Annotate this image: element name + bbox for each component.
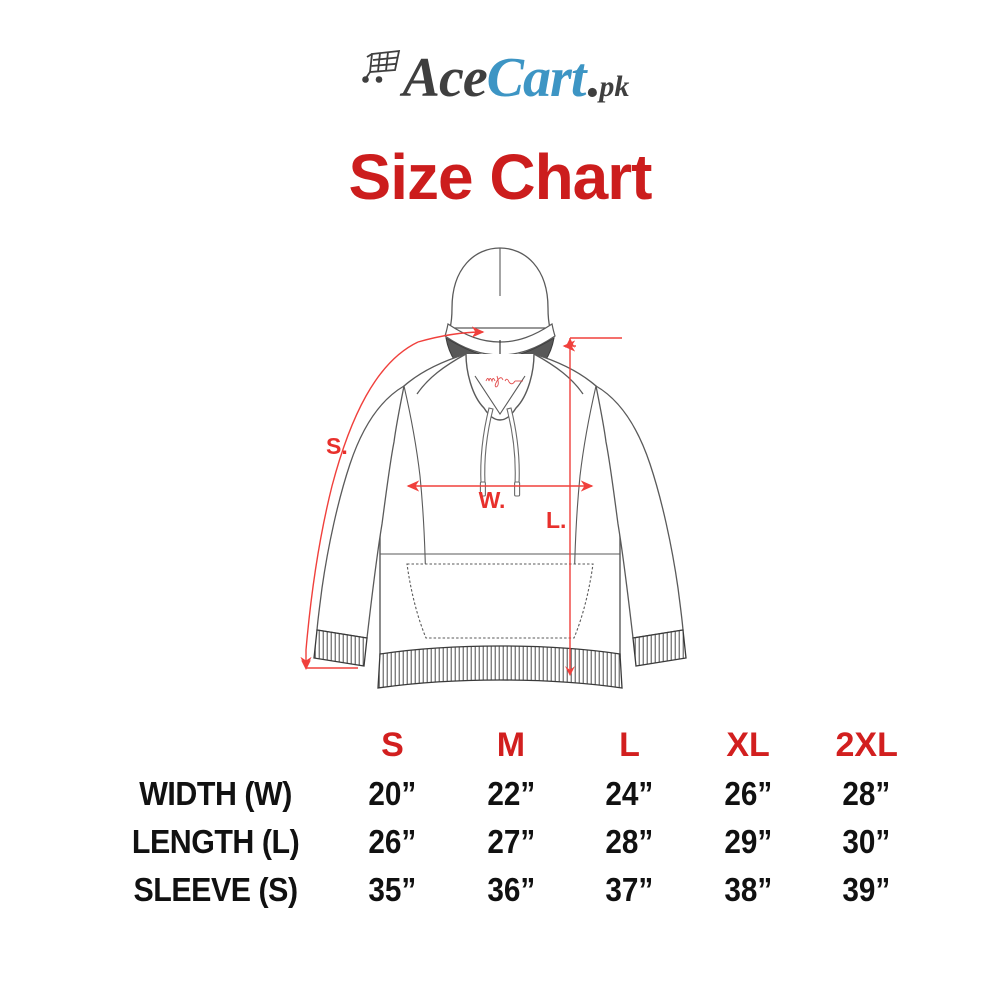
cuff-right-rib <box>632 629 687 667</box>
sleeve-m: 36” <box>487 871 535 908</box>
hoodie-body-outline <box>313 247 687 689</box>
sleeve-measure-line <box>305 341 419 651</box>
sleeve-l: 37” <box>605 871 654 908</box>
length-arrow-bottom <box>565 666 575 676</box>
header-size-s: S <box>381 725 404 764</box>
length-s: 26” <box>368 823 417 860</box>
logo-wrap: Ace Cart . pk <box>361 46 630 116</box>
logo-text-ace: Ace <box>402 47 488 109</box>
width-m: 22” <box>487 775 535 812</box>
logo-text-cart: Cart <box>486 47 587 109</box>
size-chart-table: S M L XL 2XL WIDTH (W) 20” 22” 24” 26” 2… <box>98 720 926 914</box>
length-m: 27” <box>487 823 535 860</box>
brand-logo: Ace Cart . pk <box>0 46 1000 116</box>
width-l: 24” <box>605 775 654 812</box>
shopping-cart-icon <box>361 49 400 83</box>
table-row-sleeve: SLEEVE (S) 35” 36” 37” 38” 39” <box>98 866 926 914</box>
hoodie-illustration: S. W. L. <box>270 236 730 706</box>
shoulder-left <box>416 353 467 395</box>
length-2xl: 30” <box>842 823 891 860</box>
width-label: W. <box>479 487 506 513</box>
table-row-length: LENGTH (L) 26” 27” 28” 29” 30” <box>98 818 926 866</box>
header-blank-cell <box>98 720 333 770</box>
logo-dot: . <box>585 47 600 109</box>
header-size-m: M <box>496 725 526 764</box>
sleeve-s: 35” <box>368 871 417 908</box>
sleeve-2xl: 39” <box>842 871 891 908</box>
sleeve-label: S. <box>326 433 348 459</box>
width-xl: 26” <box>724 775 773 812</box>
shoulder-right <box>533 353 584 395</box>
row-label-width: WIDTH (W) <box>139 775 292 812</box>
hoodie-diagram-svg: S. W. L. <box>300 247 687 689</box>
header-size-2xl: 2XL <box>835 725 898 764</box>
sleeve-arrow-bottom <box>301 660 311 670</box>
hood-pointer-arrow <box>417 326 485 343</box>
header-size-l: L <box>619 725 640 764</box>
length-l: 28” <box>605 823 654 860</box>
row-label-sleeve: SLEEVE (S) <box>133 871 299 908</box>
header-size-xl: XL <box>726 725 770 764</box>
kangaroo-pocket <box>406 563 594 639</box>
length-xl: 29” <box>724 823 773 860</box>
collar-script-mark <box>485 375 523 388</box>
table-row-width: WIDTH (W) 20” 22” 24” 26” 28” <box>98 770 926 818</box>
length-label: L. <box>546 507 566 533</box>
table-header-row: S M L XL 2XL <box>98 720 926 770</box>
hem-rib <box>377 645 623 689</box>
width-s: 20” <box>368 775 417 812</box>
page-title: Size Chart <box>348 141 653 213</box>
cuff-left-rib <box>313 629 368 667</box>
sleeve-xl: 38” <box>724 871 773 908</box>
row-label-length: LENGTH (L) <box>131 823 300 860</box>
neck-vee <box>474 375 526 416</box>
length-arrowhead-top <box>565 338 575 348</box>
width-2xl: 28” <box>842 775 891 812</box>
logo-text-tld: pk <box>599 70 630 103</box>
